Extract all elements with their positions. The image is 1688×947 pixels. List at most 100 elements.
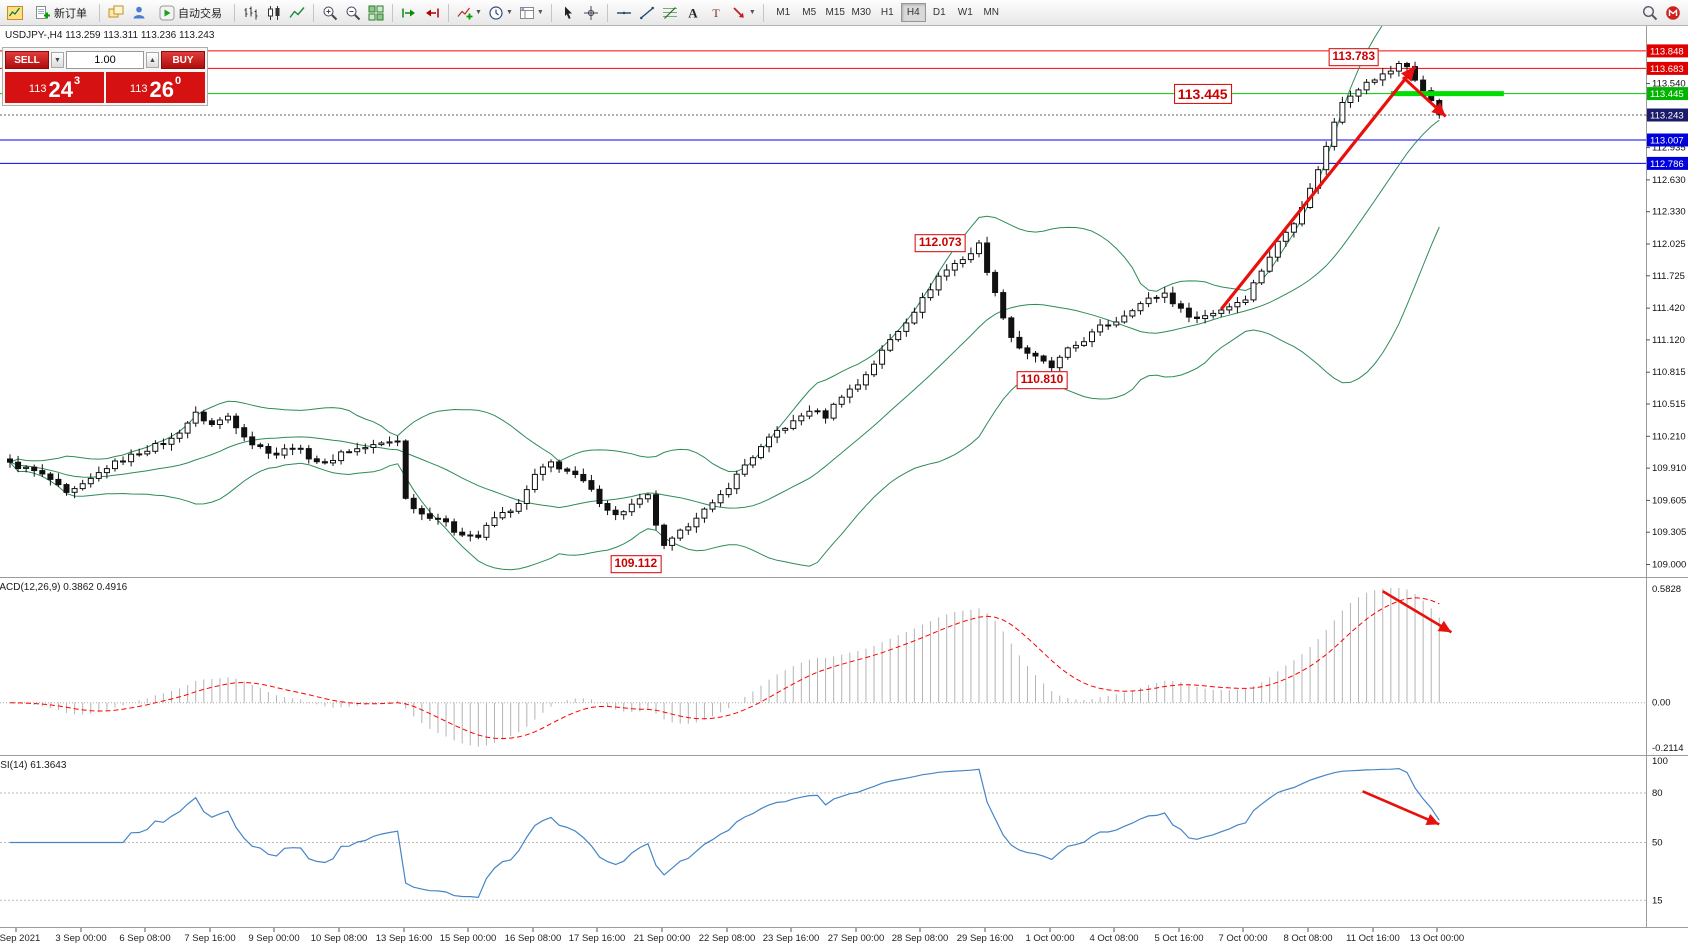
price-tick-label: 113.540 (1652, 79, 1686, 90)
periods-dropdown-caret[interactable]: ▼ (505, 9, 513, 16)
profiles-icon[interactable] (128, 3, 150, 23)
time-axis-label: 9 Sep 00:00 (248, 933, 299, 944)
sell-button[interactable]: SELL (5, 51, 49, 69)
time-axis-label: 16 Sep 08:00 (505, 933, 562, 944)
tile-windows-icon[interactable] (365, 3, 387, 23)
arrows-dropdown-caret[interactable]: ▼ (748, 9, 756, 16)
app-icon (4, 3, 26, 23)
price-tick-label: 109.305 (1652, 527, 1686, 538)
trend-arrow (1219, 65, 1417, 311)
time-axis-label: 6 Sep 08:00 (119, 933, 170, 944)
sell-price-button[interactable]: 113 24 3 (5, 72, 104, 103)
time-axis-label: 22 Sep 08:00 (699, 933, 756, 944)
trend-arrow-head (1437, 620, 1452, 633)
timeframe-M5[interactable]: M5 (797, 3, 822, 22)
one-click-trading-panel: SELL ▼ ▲ BUY 113 24 3 113 26 0 (2, 47, 208, 106)
rsi-scale-max: 100 (1652, 756, 1668, 767)
price-tick-label: 112.935 (1652, 143, 1686, 154)
sell-price-pip: 3 (73, 75, 81, 87)
timeframe-M1[interactable]: M1 (771, 3, 796, 22)
volume-decrease-button[interactable]: ▼ (51, 52, 64, 68)
time-axis-label: 27 Sep 00:00 (828, 933, 885, 944)
indicators-icon[interactable] (454, 3, 476, 23)
indicators-dropdown-caret[interactable]: ▼ (475, 9, 482, 16)
search-icon[interactable] (1639, 3, 1661, 23)
periods-icon[interactable] (485, 3, 507, 23)
buy-button[interactable]: BUY (161, 51, 205, 69)
rsi-line (10, 767, 1440, 899)
fibonacci-tool-icon[interactable] (659, 3, 681, 23)
templates-dropdown-caret[interactable]: ▼ (536, 9, 544, 16)
volume-input[interactable] (66, 51, 144, 69)
trend-arrow (1382, 590, 1453, 634)
sell-price-big: 24 (48, 77, 73, 102)
sell-price-prefix: 113 (28, 82, 47, 95)
svg-text:T: T (712, 6, 720, 20)
time-axis-label: 7 Sep 16:00 (184, 933, 235, 944)
buy-price-big: 26 (149, 77, 174, 102)
arrows-tool-icon[interactable] (728, 3, 750, 23)
text-tool-icon[interactable]: A (682, 3, 704, 23)
timeframe-M15[interactable]: M15 (823, 3, 848, 22)
chart-windows-icon[interactable] (105, 3, 127, 23)
bollinger-lower-band (9, 226, 1440, 571)
auto-scroll-icon[interactable] (398, 3, 420, 23)
community-icon[interactable] (1662, 3, 1684, 23)
candlestick-chart-icon[interactable] (263, 3, 285, 23)
price-pane[interactable] (0, 1, 1646, 571)
price-badge: 113.243 (1647, 108, 1688, 122)
zoom-in-icon[interactable] (319, 3, 341, 23)
rsi-pane[interactable] (0, 767, 1646, 901)
price-annotation: 113.445 (1173, 83, 1232, 104)
zoom-out-icon[interactable] (342, 3, 364, 23)
trendline-tool-icon[interactable] (636, 3, 658, 23)
price-tick-label: 109.000 (1652, 559, 1686, 570)
price-badge: 113.007 (1647, 133, 1688, 147)
macd-pane[interactable] (0, 587, 1646, 747)
price-tick-label: 110.210 (1652, 431, 1686, 442)
bar-chart-icon[interactable] (240, 3, 262, 23)
macd-histogram (17, 587, 1440, 747)
chart-shift-icon[interactable] (421, 3, 443, 23)
toolbar-separator (313, 3, 314, 22)
crosshair-tool-icon[interactable] (580, 3, 602, 23)
time-axis-label: 17 Sep 16:00 (569, 933, 626, 944)
timeframe-MN[interactable]: MN (979, 3, 1004, 22)
trend-arrow-head (1401, 66, 1416, 82)
line-chart-icon[interactable] (286, 3, 308, 23)
toolbar-separator (606, 3, 608, 22)
time-axis-label: 13 Oct 00:00 (1410, 933, 1464, 944)
timeframe-H4[interactable]: H4 (900, 3, 926, 22)
timeframe-D1[interactable]: D1 (927, 3, 952, 22)
price-annotation: 109.112 (610, 555, 662, 574)
price-tick-label: 109.605 (1652, 495, 1686, 506)
buy-price-button[interactable]: 113 26 0 (106, 72, 205, 103)
time-axis-label: 29 Sep 16:00 (957, 933, 1014, 944)
toolbar-separator (392, 3, 393, 22)
horizontal-line-tool-icon[interactable] (613, 3, 635, 23)
templates-icon[interactable] (516, 3, 538, 23)
macd-scale-max: 0.5828 (1652, 584, 1681, 595)
macd-indicator-label: MACD(12,26,9) 0.3862 0.4916 (0, 582, 128, 593)
volume-increase-button[interactable]: ▲ (146, 52, 159, 68)
buy-price-prefix: 113 (129, 82, 148, 95)
toolbar-separator (550, 3, 552, 22)
timeframe-H1[interactable]: H1 (875, 3, 900, 22)
time-axis-label: 8 Oct 08:00 (1283, 933, 1332, 944)
time-axis-label: 11 Oct 16:00 (1346, 933, 1400, 944)
new-order-button[interactable]: 新订单 (27, 3, 94, 23)
svg-text:113.007: 113.007 (1650, 135, 1684, 146)
time-axis-label: 21 Sep 00:00 (634, 933, 691, 944)
rsi-indicator-label: RSI(14) 61.3643 (0, 760, 67, 771)
toolbar-separator (99, 3, 100, 22)
label-tool-icon[interactable]: T (705, 3, 727, 23)
autotrading-button[interactable]: 自动交易 (151, 3, 229, 23)
timeframe-M30[interactable]: M30 (849, 3, 874, 22)
timeframe-W1[interactable]: W1 (953, 3, 978, 22)
time-axis-label: 3 Sep 00:00 (55, 933, 106, 944)
cursor-tool-icon[interactable] (557, 3, 579, 23)
chart-background[interactable] (0, 26, 1688, 947)
svg-text:113.243: 113.243 (1650, 110, 1684, 121)
time-axis-label: 15 Sep 00:00 (440, 933, 497, 944)
